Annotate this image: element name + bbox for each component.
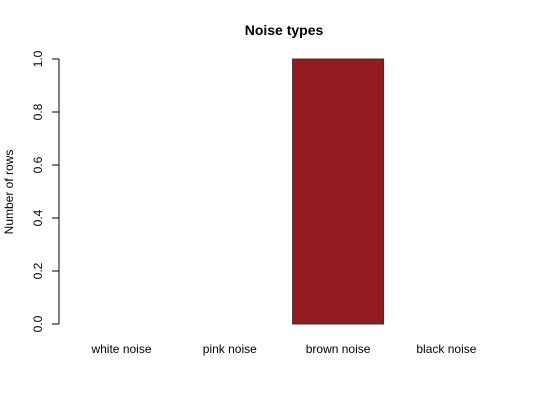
category-label: brown noise: [306, 342, 371, 356]
y-tick-label: 0.0: [31, 315, 45, 332]
y-tick-label: 1.0: [31, 50, 45, 67]
category-label: pink noise: [203, 342, 257, 356]
category-labels: white noise pink noise brown noise black no…: [90, 342, 476, 356]
category-label: black noise: [416, 342, 476, 356]
chart-title: Noise types: [245, 22, 324, 38]
y-tick-label: 0.6: [31, 156, 45, 173]
y-tick-label: 0.2: [31, 262, 45, 279]
y-axis-label: Number of rows: [2, 150, 16, 235]
bar-brown-noise: [292, 58, 385, 325]
y-tick-label: 0.4: [31, 209, 45, 226]
bars: [292, 58, 385, 325]
y-tick-label: 0.8: [31, 103, 45, 120]
category-label: white noise: [90, 342, 151, 356]
y-ticks: 0.0 0.2 0.4 0.6 0.8 1.0: [31, 50, 59, 332]
